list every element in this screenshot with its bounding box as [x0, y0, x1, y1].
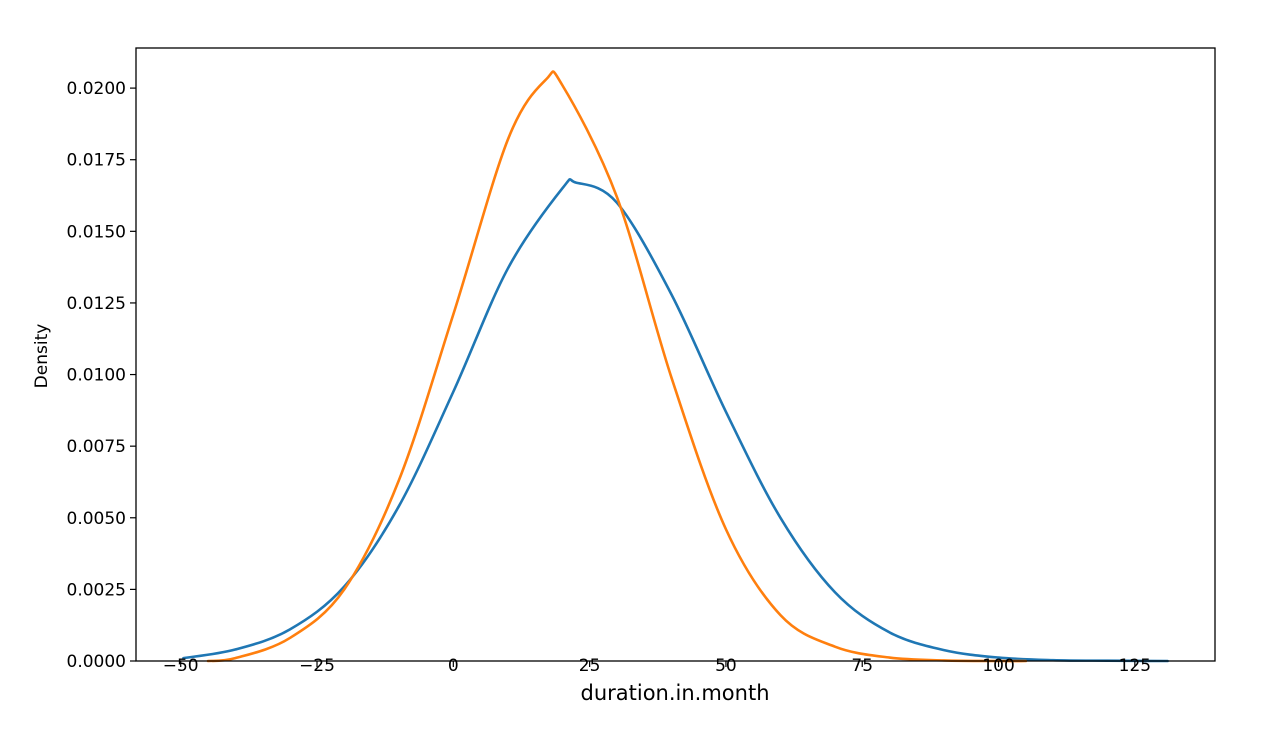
x-tick-label: 125 [1119, 656, 1151, 676]
y-axis-ticks: 0.0000 0.0025 0.0050 0.0075 0.0100 0.0125 0.01… [67, 79, 136, 672]
y-tick-label: 0.0150 [67, 222, 126, 242]
x-axis-label: duration.in.month [580, 681, 769, 705]
x-tick-label: −25 [299, 656, 335, 676]
y-tick-label: 0.0125 [67, 294, 126, 314]
x-tick-label: 100 [982, 656, 1014, 676]
x-tick-label: 0 [448, 656, 459, 676]
y-tick-label: 0.0175 [67, 151, 126, 171]
y-axis-label: Density [32, 324, 52, 389]
x-tick-label: 50 [715, 656, 737, 676]
y-tick-label: 0.0100 [67, 366, 126, 386]
y-tick-label: 0.0200 [67, 79, 126, 99]
y-tick-label: 0.0050 [67, 509, 126, 529]
x-axis-ticks: −50 −25 0 25 50 75 100 125 [163, 656, 1151, 676]
y-tick-label: 0.0075 [67, 437, 126, 457]
density-curve-0 [182, 177, 1169, 663]
plot-frame [135, 47, 1216, 662]
y-tick-label: 0.0000 [67, 652, 126, 672]
x-tick-label: −50 [163, 656, 199, 676]
density-curve-1 [206, 70, 1028, 663]
x-tick-label: 75 [851, 656, 873, 676]
series-layer [182, 70, 1169, 663]
x-tick-label: 25 [579, 656, 601, 676]
y-tick-label: 0.0025 [67, 580, 126, 600]
